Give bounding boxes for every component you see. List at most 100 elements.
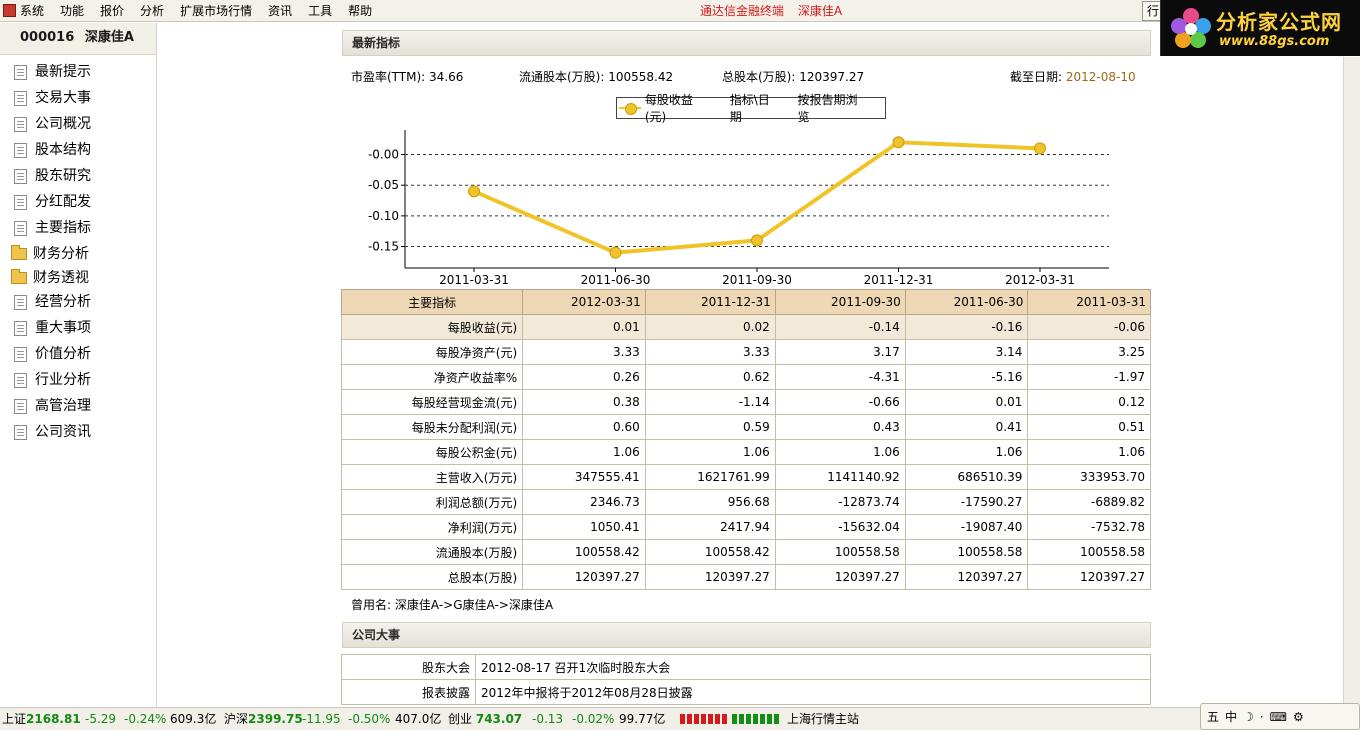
document-icon — [14, 424, 27, 440]
table-cell: 0.12 — [1027, 389, 1151, 415]
sz-index-ticker[interactable]: 沪深2399.75 — [224, 708, 303, 730]
sidebar-item-label: 公司资讯 — [35, 424, 91, 440]
sidebar-item[interactable]: 交易大事 — [14, 88, 91, 108]
sidebar-item-label: 分红配发 — [35, 194, 91, 210]
sidebar-item[interactable]: 经营分析 — [14, 292, 91, 312]
pe-value: 34.66 — [429, 70, 464, 84]
site-logo: 分析家公式网 www.88gs.com — [1160, 0, 1360, 56]
ime-five-icon[interactable]: 五 — [1207, 710, 1220, 724]
table-row[interactable]: 主营收入(万元) 347555.41 1621761.99 1141140.92 686… — [340, 464, 1151, 490]
table-row[interactable]: 净资产收益率% 0.26 0.62 -4.31 -5.16 -1.97 — [340, 364, 1151, 390]
row-label: 每股经营现金流(元) — [340, 389, 524, 415]
legend-option-indicator-date[interactable]: 指标\日期 — [729, 93, 770, 124]
table-cell: -17590.27 — [904, 489, 1029, 515]
row-label: 主营收入(万元) — [340, 464, 524, 490]
float-shares-label: 流通股本(万股): — [519, 70, 605, 84]
menu-bar: 系统 功能 报价 分析 扩展市场行情 资讯 工具 帮助 通达信金融终端 深康佳A… — [0, 0, 1360, 22]
table-cell: -0.16 — [904, 314, 1029, 340]
table-row[interactable]: 总股本(万股) 120397.27 120397.27 120397.27 120397… — [340, 564, 1151, 590]
menu-tools[interactable]: 工具 — [308, 4, 333, 18]
column-header-date[interactable]: 2011-09-30 — [774, 289, 906, 315]
table-cell: -4.31 — [774, 364, 906, 390]
sidebar-item-label: 重大事项 — [35, 320, 91, 336]
column-header-date[interactable]: 2011-12-31 — [644, 289, 776, 315]
sidebar-item[interactable]: 财务透视 — [11, 268, 89, 288]
table-row[interactable]: 每股未分配利润(元) 0.60 0.59 0.43 0.41 0.51 — [340, 414, 1151, 440]
chart-legend[interactable]: 每股收益(元) 指标\日期 按报告期浏览 — [616, 93, 886, 124]
keyboard-icon[interactable]: ⌨ — [1269, 709, 1287, 724]
sidebar-item[interactable]: 行业分析 — [14, 370, 91, 390]
sidebar-item[interactable]: 股本结构 — [14, 140, 91, 160]
menu-help[interactable]: 帮助 — [348, 4, 373, 18]
event-value: 2012-08-17 召开1次临时股东大会 — [475, 654, 1151, 680]
sidebar-item[interactable]: 重大事项 — [14, 318, 91, 338]
status-bar: 上证2168.81 -5.29 -0.24% 609.3亿 沪深2399.75 … — [0, 707, 1360, 730]
sidebar-item[interactable]: 财务分析 — [11, 244, 89, 264]
sidebar-item-label: 财务分析 — [33, 246, 89, 262]
table-cell: 0.02 — [644, 314, 776, 340]
x-tick-label: 2011-09-30 — [722, 273, 792, 287]
menu-analysis[interactable]: 分析 — [140, 4, 165, 18]
pe-label: 市盈率(TTM): — [351, 70, 426, 84]
sidebar-item-label: 公司概况 — [35, 116, 91, 132]
sidebar-item[interactable]: 主要指标 — [14, 218, 91, 238]
sidebar-item-label: 价值分析 — [35, 346, 91, 362]
dot-icon[interactable]: · — [1259, 709, 1264, 724]
table-cell: 3.14 — [904, 339, 1029, 365]
column-header-indicator[interactable]: 主要指标 — [340, 289, 524, 315]
sidebar-item[interactable]: 高管治理 — [14, 396, 91, 416]
y-tick-label: -0.00 — [368, 148, 399, 162]
table-cell: 100558.58 — [1027, 539, 1151, 565]
sidebar-item[interactable]: 价值分析 — [14, 344, 91, 364]
sh-index-ticker[interactable]: 上证2168.81 — [2, 708, 81, 730]
ime-zhong-icon[interactable]: 中 — [1225, 710, 1238, 724]
market-bars-green — [732, 708, 780, 730]
row-label: 总股本(万股) — [340, 564, 524, 590]
column-header-date[interactable]: 2012-03-31 — [522, 289, 646, 315]
table-cell: 120397.27 — [904, 564, 1029, 590]
document-icon — [14, 90, 27, 106]
menu-extended-market[interactable]: 扩展市场行情 — [180, 4, 253, 18]
column-header-date[interactable]: 2011-03-31 — [1027, 289, 1151, 315]
ime-tray[interactable]: 五 中 ☽ · ⌨ ⚙ — [1200, 703, 1360, 730]
menu-system[interactable]: 系统 — [20, 4, 45, 18]
sidebar-item[interactable]: 公司概况 — [14, 114, 91, 134]
legend-option-by-period[interactable]: 按报告期浏览 — [797, 93, 858, 124]
menu-quote[interactable]: 报价 — [100, 4, 125, 18]
table-row[interactable]: 每股净资产(元) 3.33 3.33 3.17 3.14 3.25 — [340, 339, 1151, 365]
event-row[interactable]: 报表披露 2012年中报将于2012年08月28日披露 — [341, 679, 1151, 705]
document-icon — [14, 346, 27, 362]
cy-index-ticker[interactable]: 创业 743.07 — [448, 708, 522, 730]
table-row[interactable]: 每股公积金(元) 1.06 1.06 1.06 1.06 1.06 — [340, 439, 1151, 465]
event-row[interactable]: 股东大会 2012-08-17 召开1次临时股东大会 — [341, 654, 1151, 680]
document-icon — [14, 220, 27, 236]
legend-series-label[interactable]: 每股收益(元) — [644, 93, 693, 124]
table-cell: 1.06 — [1027, 439, 1151, 465]
folder-icon — [11, 245, 27, 260]
settings-icon[interactable]: ⚙ — [1292, 709, 1304, 724]
table-row[interactable]: 每股收益(元) 0.01 0.02 -0.14 -0.16 -0.06 — [340, 314, 1151, 340]
vertical-scrollbar[interactable] — [1343, 57, 1360, 707]
table-cell: -0.14 — [774, 314, 906, 340]
stock-title: 深康佳A — [797, 4, 843, 18]
app-icon[interactable] — [3, 4, 16, 17]
sidebar-item[interactable]: 分红配发 — [14, 192, 91, 212]
moon-icon[interactable]: ☽ — [1243, 709, 1254, 724]
series-marker-icon — [619, 103, 641, 115]
sidebar-item[interactable]: 最新提示 — [14, 62, 91, 82]
sidebar-item[interactable]: 公司资讯 — [14, 422, 91, 442]
key-indicators-table: 主要指标 2012-03-31 2011-12-31 2011-09-30 2011-0… — [340, 289, 1151, 590]
table-row[interactable]: 净利润(万元) 1050.41 2417.94 -15632.04 -19087.40-… — [340, 514, 1151, 540]
table-row[interactable]: 利润总额(万元) 2346.73 956.68 -12873.74 -17590.27-… — [340, 489, 1151, 515]
table-body: 每股收益(元) 0.01 0.02 -0.14 -0.16 -0.06 每股净资产(元) 3.… — [340, 314, 1151, 590]
menu-function[interactable]: 功能 — [60, 4, 85, 18]
table-row[interactable]: 每股经营现金流(元) 0.38 -1.14 -0.66 0.01 0.12 — [340, 389, 1151, 415]
sidebar-item[interactable]: 股东研究 — [14, 166, 91, 186]
table-row[interactable]: 流通股本(万股) 100558.42 100558.42 100558.58 10055… — [340, 539, 1151, 565]
table-cell: 100558.58 — [904, 539, 1029, 565]
events-body: 股东大会 2012-08-17 召开1次临时股东大会 报表披露 2012年中报将于20… — [341, 654, 1151, 705]
column-header-date[interactable]: 2011-06-30 — [904, 289, 1029, 315]
menu-news[interactable]: 资讯 — [268, 4, 293, 18]
server-name[interactable]: 上海行情主站 — [787, 712, 860, 726]
former-names: 曾用名: 深康佳A->G康佳A->深康佳A — [351, 596, 553, 613]
